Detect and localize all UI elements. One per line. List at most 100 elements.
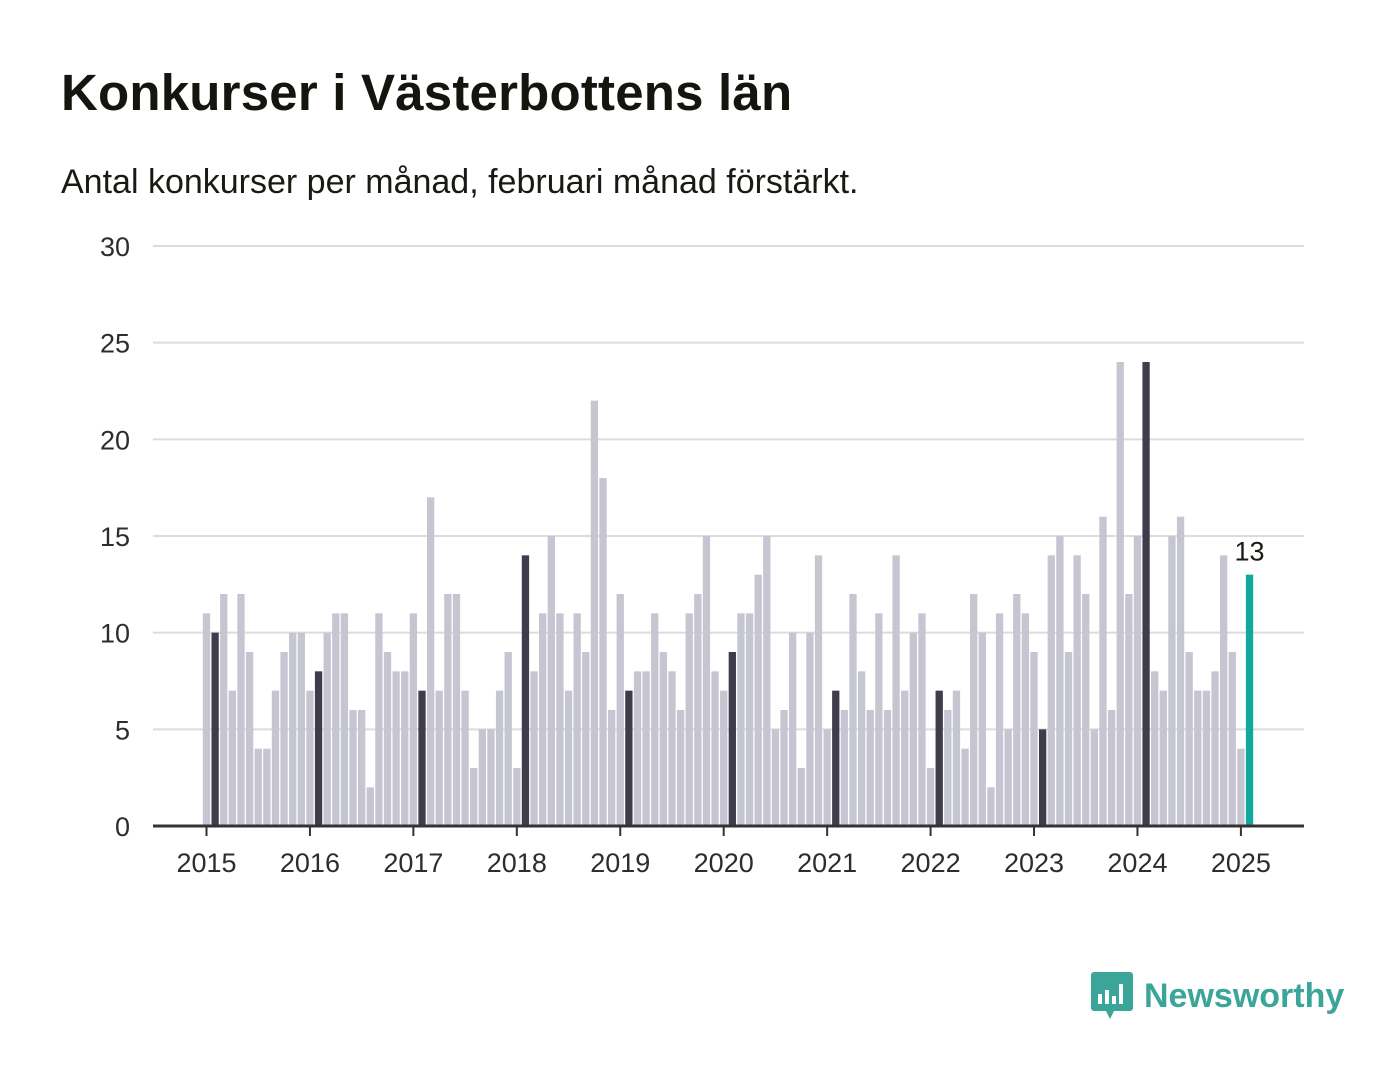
bar (866, 710, 874, 826)
bar (1237, 748, 1245, 826)
y-tick-label: 20 (100, 425, 130, 455)
x-tick-label: 2015 (176, 848, 236, 878)
bar (607, 710, 616, 826)
bar (952, 690, 961, 826)
bar (1073, 555, 1081, 826)
bar (513, 768, 521, 826)
bar (1047, 555, 1055, 826)
x-tick-label: 2022 (901, 848, 961, 878)
bar (573, 613, 581, 826)
bar (926, 768, 935, 826)
bar (883, 710, 892, 826)
y-tick-label: 5 (115, 715, 130, 745)
bar (961, 748, 969, 826)
y-tick-label: 10 (100, 619, 130, 649)
bar (668, 671, 676, 826)
x-tick-label: 2017 (383, 848, 443, 878)
bar-february (935, 690, 943, 826)
bar (547, 536, 555, 826)
bar (383, 652, 392, 826)
newsworthy-logo: Newsworthy (1090, 970, 1350, 1022)
bar (1056, 536, 1064, 826)
bar (814, 555, 823, 826)
bar (530, 671, 538, 826)
bar (1125, 594, 1133, 826)
bar (1090, 729, 1099, 826)
bar (1151, 671, 1159, 826)
bar (763, 536, 771, 826)
bar (358, 710, 366, 826)
bar (495, 690, 504, 826)
bar (1082, 594, 1090, 826)
bar (616, 594, 624, 826)
bar (857, 671, 866, 826)
bar (797, 768, 805, 826)
bar (375, 613, 383, 826)
bar (452, 594, 461, 826)
bar (823, 729, 831, 826)
chart-subtitle: Antal konkurser per månad, februari måna… (61, 163, 859, 201)
bar (944, 710, 952, 826)
bar (487, 729, 495, 826)
bar (1021, 613, 1030, 826)
x-tick-label: 2024 (1107, 848, 1167, 878)
bar (642, 671, 650, 826)
bar (461, 690, 469, 826)
bar (1133, 536, 1142, 826)
bar (444, 594, 452, 826)
x-tick-label: 2019 (590, 848, 650, 878)
bar-february (314, 671, 323, 826)
bar (892, 555, 900, 826)
bar (1202, 690, 1211, 826)
bar (582, 652, 590, 826)
bar (470, 768, 478, 826)
bar (840, 710, 849, 826)
bar-february (521, 555, 530, 826)
x-tick-label: 2021 (797, 848, 857, 878)
bar (1168, 536, 1176, 826)
bar (737, 613, 745, 826)
bar (323, 632, 331, 826)
bar (280, 652, 288, 826)
x-tick-label: 2023 (1004, 848, 1064, 878)
bar (901, 690, 909, 826)
bar (789, 632, 797, 826)
bar (849, 594, 857, 826)
bar (702, 536, 711, 826)
bar (556, 613, 564, 826)
bar (220, 594, 228, 826)
bar (332, 613, 340, 826)
y-tick-label: 15 (100, 522, 130, 552)
bar-latest (1245, 574, 1254, 826)
bar (918, 613, 926, 826)
bar (1194, 690, 1202, 826)
bar (1159, 690, 1167, 826)
last-value-label: 13 (1234, 537, 1264, 567)
bar (875, 613, 883, 826)
bar-february (1142, 362, 1150, 826)
x-tick-label: 2020 (694, 848, 754, 878)
bar (754, 574, 762, 826)
bar (202, 613, 211, 826)
bar-february (832, 690, 840, 826)
bar (340, 613, 349, 826)
bar (771, 729, 780, 826)
bar (685, 613, 693, 826)
chart-title: Konkurser i Västerbottens län (61, 64, 793, 121)
bar (392, 671, 400, 826)
bar (1176, 516, 1185, 826)
bar (651, 613, 659, 826)
bar (1185, 652, 1193, 826)
bar (271, 690, 280, 826)
bar (806, 632, 814, 826)
bar (435, 690, 443, 826)
y-tick-label: 25 (100, 329, 130, 359)
bar-february (418, 690, 426, 826)
bar (1220, 555, 1228, 826)
bar (590, 400, 599, 826)
bar (676, 710, 685, 826)
x-tick-label: 2016 (280, 848, 340, 878)
bar (237, 594, 245, 826)
